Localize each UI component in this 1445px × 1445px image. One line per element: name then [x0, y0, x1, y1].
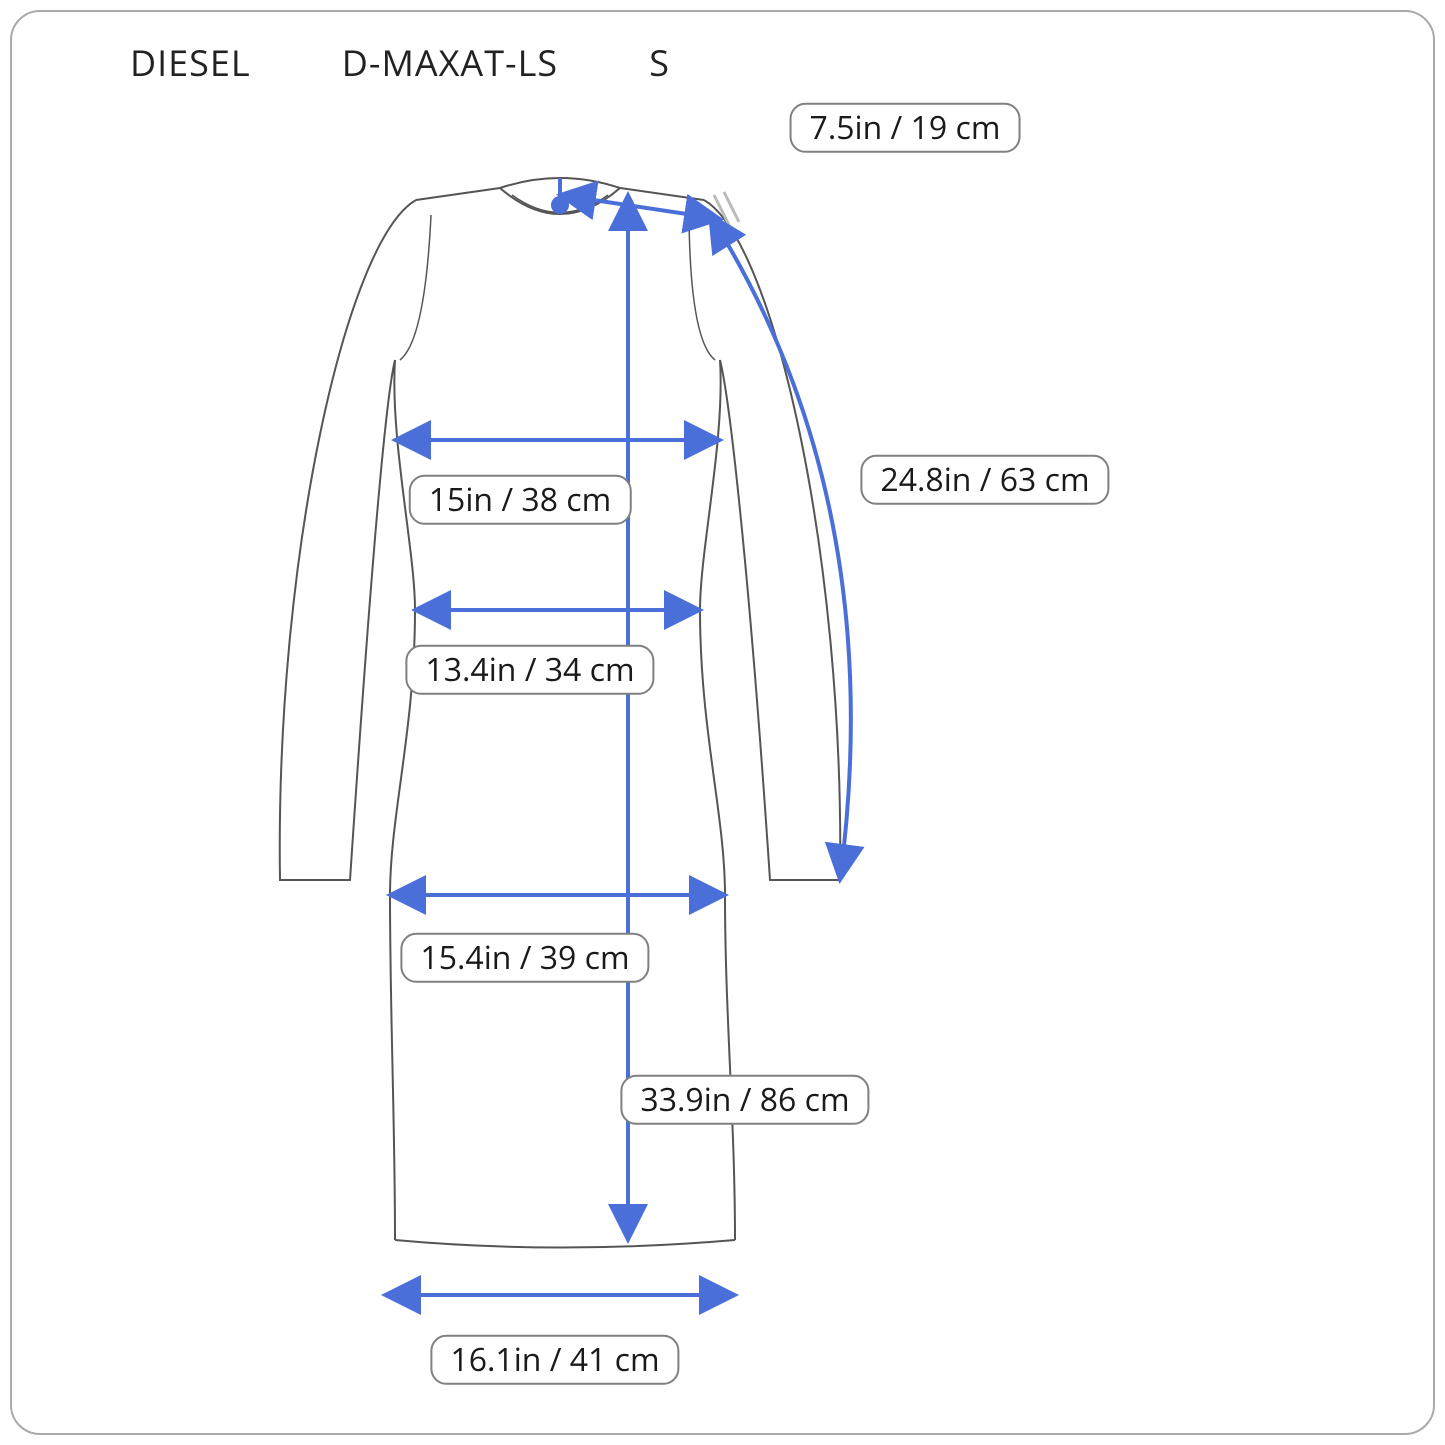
measurement-label-bust: 15in / 38 cm	[409, 475, 632, 525]
measurement-label-sleeve: 24.8in / 63 cm	[860, 455, 1109, 505]
measurement-arrows	[385, 195, 851, 1295]
measurement-label-shoulder: 7.5in / 19 cm	[790, 103, 1021, 153]
measurement-diagram	[0, 0, 1445, 1445]
measurement-label-hem: 16.1in / 41 cm	[430, 1335, 679, 1385]
measurement-label-waist: 13.4in / 34 cm	[405, 645, 654, 695]
measurement-label-length: 33.9in / 86 cm	[620, 1075, 869, 1125]
measurement-label-hip: 15.4in / 39 cm	[400, 933, 649, 983]
